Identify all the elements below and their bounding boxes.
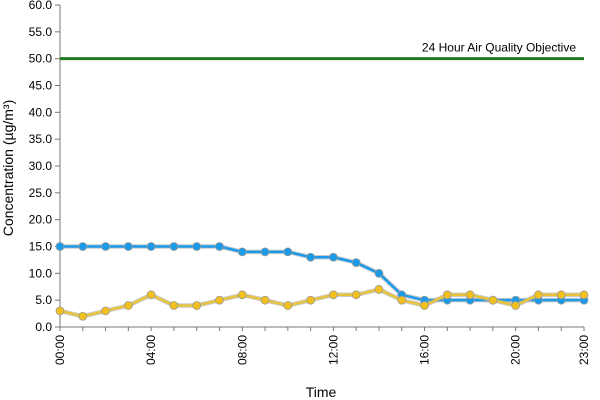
data-point xyxy=(78,311,88,321)
data-point xyxy=(328,290,338,300)
data-point xyxy=(351,290,361,300)
data-point xyxy=(283,247,293,257)
x-tick-label: 20:00 xyxy=(509,335,523,365)
y-tick-label: 5.0 xyxy=(35,293,52,307)
data-point xyxy=(488,295,498,305)
x-tick-label: 00:00 xyxy=(53,335,67,365)
data-point xyxy=(283,301,293,310)
data-point xyxy=(215,242,224,251)
x-axis-title: Time xyxy=(306,384,337,400)
y-tick-label: 30.0 xyxy=(29,159,53,173)
series-line xyxy=(60,245,584,302)
data-point xyxy=(123,242,133,251)
data-point xyxy=(169,301,179,310)
data-point xyxy=(237,290,247,300)
y-tick-label: 10.0 xyxy=(29,266,53,280)
x-tick-label: 08:00 xyxy=(235,335,249,365)
data-point xyxy=(192,242,202,251)
data-point xyxy=(511,301,521,310)
data-point xyxy=(374,285,384,294)
data-point xyxy=(579,290,589,300)
data-point xyxy=(260,247,270,257)
data-point xyxy=(556,290,566,300)
y-tick-label: 0.0 xyxy=(35,320,52,334)
data-point xyxy=(101,242,110,251)
objective-label: 24 Hour Air Quality Objective xyxy=(422,41,576,55)
data-point xyxy=(397,295,407,305)
series-2 xyxy=(55,285,589,321)
data-point xyxy=(55,306,65,316)
x-axis: 00:00 04:00 08:00 12:00 16:00 20:00 23:00 xyxy=(53,326,591,365)
y-tick-label: 50.0 xyxy=(29,52,53,66)
y-tick-label: 60.0 xyxy=(29,0,53,12)
y-tick-label: 25.0 xyxy=(29,186,53,200)
data-point xyxy=(306,252,316,262)
data-point xyxy=(534,290,543,300)
data-point xyxy=(78,242,88,251)
data-point xyxy=(215,295,224,305)
data-point xyxy=(237,247,247,257)
series-group xyxy=(55,242,589,321)
x-tick-label: 23:00 xyxy=(577,335,591,365)
y-tick-label: 45.0 xyxy=(29,79,53,93)
x-tick-label: 04:00 xyxy=(144,335,158,365)
x-tick-label: 12:00 xyxy=(326,335,340,365)
data-point xyxy=(260,295,270,305)
data-point xyxy=(328,252,338,262)
data-point xyxy=(146,242,156,251)
data-point xyxy=(55,242,65,251)
y-axis: 0.0 5.0 10.0 15.0 20.0 25.0 30.0 35.0 40.0 45.0 50… xyxy=(29,0,61,334)
series-line-shadow xyxy=(60,244,584,303)
y-tick-label: 35.0 xyxy=(29,132,53,146)
data-point xyxy=(192,301,202,310)
y-tick-label: 55.0 xyxy=(29,25,53,39)
series-1 xyxy=(55,242,589,305)
data-point xyxy=(465,290,475,300)
data-point xyxy=(374,268,384,278)
data-point xyxy=(101,306,110,316)
y-tick-label: 15.0 xyxy=(29,240,53,254)
y-tick-label: 40.0 xyxy=(29,105,53,119)
data-point xyxy=(442,290,452,300)
objective-line-group: 24 Hour Air Quality Objective xyxy=(60,41,584,61)
data-point xyxy=(169,242,179,251)
x-tick-label: 16:00 xyxy=(418,335,432,365)
y-tick-label: 20.0 xyxy=(29,213,53,227)
data-point xyxy=(123,301,133,310)
data-point xyxy=(420,301,429,310)
data-point xyxy=(306,295,316,305)
data-point xyxy=(351,258,361,268)
data-point xyxy=(146,290,156,300)
y-axis-title: Concentration (µg/m³) xyxy=(0,100,16,236)
